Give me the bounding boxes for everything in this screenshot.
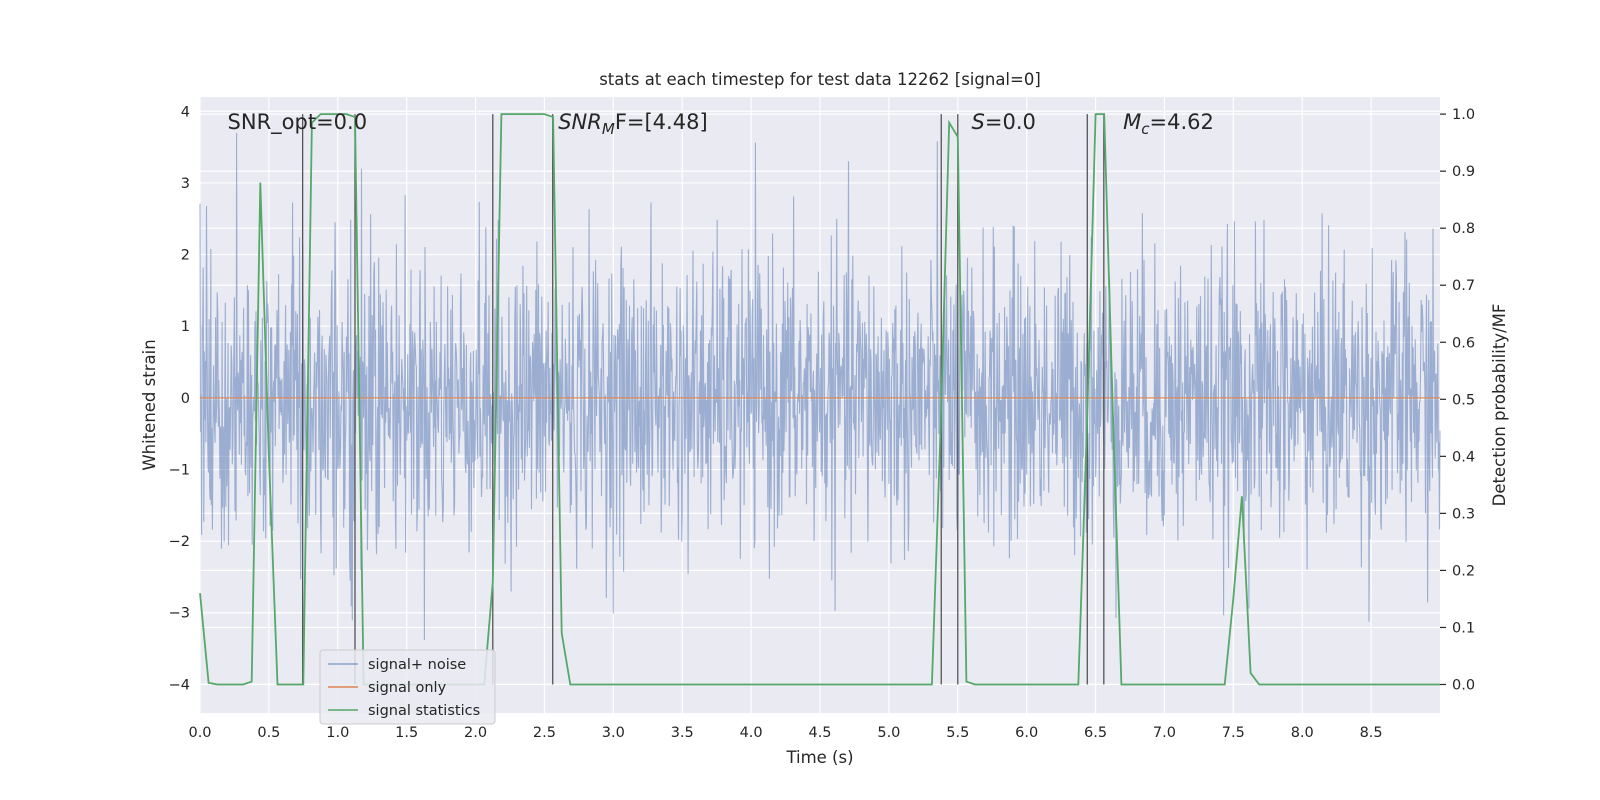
y-tick-label: 0 [181,391,190,407]
x-tick-label: 8.5 [1360,725,1383,741]
y2-tick-label: 1.0 [1452,107,1475,123]
signal-noise-series [199,132,1441,641]
stat-annotation: S=0.0 [972,110,1036,134]
signal-statistics-series [199,113,1440,686]
y-tick-label: 4 [181,104,190,120]
y-tick-label: 3 [181,176,190,192]
y2-tick-label: 0.8 [1452,221,1475,237]
y-tick-labels: −4 −3 −2 −1 0 1 2 3 4 [169,104,190,693]
x-tick-label: 8.0 [1291,725,1314,741]
signal-noise-line [199,132,1441,641]
x-tick-label: 6.0 [1015,725,1038,741]
x-tick-label: 2.0 [464,725,487,741]
annotations: SNR_opt=0.0 SNRMF=[4.48] S=0.0 Mc=4.62 [228,110,1214,138]
x-tick-label: 7.0 [1153,725,1176,741]
signal-statistics-line [199,113,1440,686]
x-tick-label: 0.5 [257,725,280,741]
y2-axis-label: Detection probability/MF [1490,304,1509,507]
x-tick-label: 0.0 [188,725,211,741]
stat-annotation: SNR_opt=0.0 [228,110,368,135]
y-tick-label: −1 [169,462,190,478]
y-tick-label: 1 [181,319,190,335]
x-tick-label: 3.5 [671,725,694,741]
x-axis-label: Time (s) [785,748,853,767]
x-tick-label: 5.0 [877,725,900,741]
x-tick-label: 1.5 [395,725,418,741]
x-tick-label: 5.5 [946,725,969,741]
legend-label-signal-statistics: signal statistics [368,703,480,719]
legend-box [319,649,496,725]
legend-label-signal-noise: signal+ noise [368,657,466,673]
legend-label-signal-only: signal only [368,680,447,696]
y2-tick-label: 0.0 [1452,677,1475,693]
y2-tick-label: 0.7 [1452,278,1475,294]
stat-annotation: Mc=4.62 [1123,110,1214,138]
x-tick-label: 1.0 [326,725,349,741]
x-tick-label: 4.5 [808,725,831,741]
y2-tick-label: 0.9 [1452,164,1475,180]
y2-tick-label: 0.6 [1452,335,1475,351]
y2-tick-label: 0.2 [1452,563,1475,579]
x-tick-labels: 0.0 0.5 1.0 1.5 2.0 2.5 3.0 3.5 4.0 4.5 5.0 5.5 6.0 6… [188,725,1382,741]
legend: signal+ noise signal only signal statist… [319,649,496,725]
x-tick-label: 7.5 [1222,725,1245,741]
y-tick-label: −3 [169,606,190,622]
y2-tick-label: 0.1 [1452,620,1475,636]
y2-tick-label: 0.5 [1452,392,1475,408]
x-tick-label: 4.0 [740,725,763,741]
stat-annotation: SNRMF=[4.48] [558,110,707,138]
x-tick-label: 2.5 [533,725,556,741]
chart-title: stats at each timestep for test data 122… [599,70,1041,89]
y-tick-label: −4 [169,677,190,693]
y-tick-label: 2 [181,248,190,264]
y-tick-label: −2 [169,534,190,550]
y2-tick-label: 0.3 [1452,506,1475,522]
x-tick-label: 6.5 [1084,725,1107,741]
y-axis-label: Whitened strain [140,339,159,470]
y2-tick-label: 0.4 [1452,449,1475,465]
y2-tick-labels: 0.0 0.1 0.2 0.3 0.4 0.5 0.6 0.7 0.8 0.9 1.0 [1440,107,1475,693]
x-tick-label: 3.0 [602,725,625,741]
